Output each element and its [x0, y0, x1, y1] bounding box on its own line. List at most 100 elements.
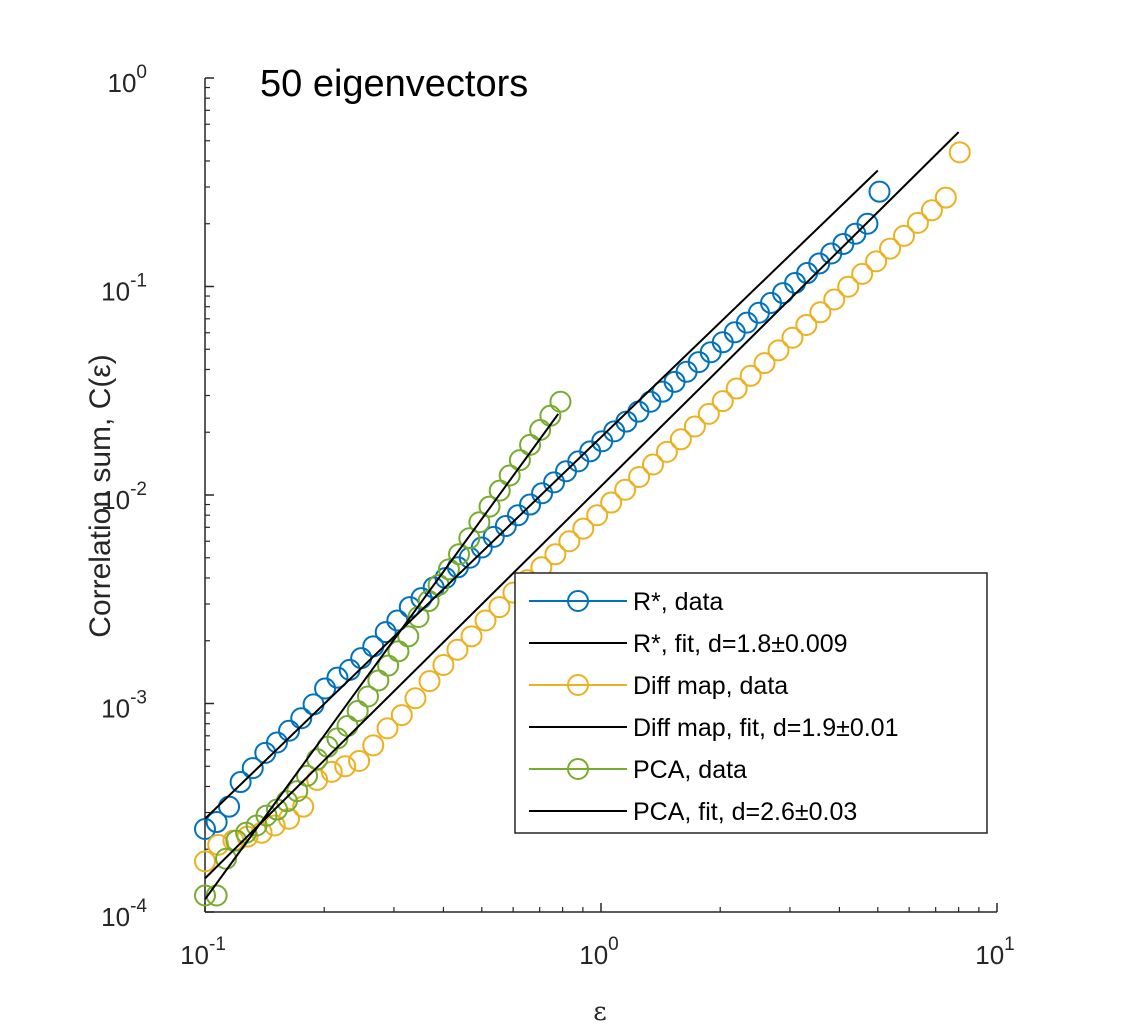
- data-marker: [404, 687, 427, 710]
- legend-label: Diff map, data: [633, 672, 788, 700]
- y-tick-label: 10-4: [101, 896, 147, 932]
- data-marker: [448, 543, 471, 566]
- data-marker: [627, 400, 650, 423]
- data-marker: [194, 884, 216, 907]
- x-tick-label: 101: [975, 934, 1015, 970]
- data-marker: [482, 525, 505, 548]
- data-marker: [350, 647, 373, 670]
- data-marker: [320, 760, 343, 783]
- data-marker: [296, 764, 319, 787]
- data-marker: [334, 755, 357, 778]
- data-marker: [641, 453, 664, 476]
- data-marker: [519, 493, 542, 516]
- data-marker: [290, 707, 313, 730]
- legend-label: Diff map, fit, d=1.9±0.01: [633, 714, 899, 742]
- data-marker: [468, 511, 491, 534]
- data-marker: [367, 669, 390, 692]
- y-axis-label: Correlation sum, C(ε): [84, 354, 117, 637]
- data-marker: [446, 638, 469, 661]
- legend-box: [514, 572, 988, 834]
- y-tick-label: 10-3: [101, 688, 147, 724]
- data-marker: [697, 402, 720, 425]
- data-marker: [519, 433, 542, 456]
- data-marker: [856, 212, 879, 235]
- data-marker: [460, 625, 483, 648]
- data-marker: [543, 471, 566, 494]
- data-marker: [194, 850, 216, 873]
- legend-label: R*, fit, d=1.8±0.009: [633, 630, 848, 658]
- data-marker: [879, 237, 902, 260]
- legend-item: R*, data: [529, 588, 723, 616]
- data-marker: [278, 719, 301, 742]
- data-marker: [488, 596, 511, 619]
- plot-area: [194, 131, 971, 907]
- y-axis-ticks: 10-4 10-3 10-2 10-1 100: [101, 62, 214, 932]
- data-marker: [544, 543, 567, 566]
- data-marker: [397, 625, 420, 648]
- legend-item: PCA, data: [529, 756, 747, 784]
- data-marker: [478, 495, 501, 518]
- data-marker: [711, 390, 734, 413]
- data-marker: [474, 609, 497, 632]
- legend-item: Diff map, fit, d=1.9±0.01: [529, 714, 899, 742]
- x-tick-label: 100: [579, 934, 619, 970]
- data-marker: [558, 530, 581, 553]
- x-axis-ticks: 10-1 100 101: [180, 903, 1015, 970]
- data-marker: [868, 180, 891, 203]
- data-marker: [506, 504, 529, 527]
- data-marker: [628, 465, 651, 488]
- legend-marker: [567, 674, 589, 696]
- data-marker: [314, 677, 337, 700]
- data-marker: [374, 621, 397, 644]
- x-axis-label: ε: [593, 997, 606, 1027]
- fit-line: [204, 413, 560, 900]
- data-marker: [241, 757, 264, 780]
- fit-line: [204, 169, 879, 820]
- data-marker: [753, 352, 776, 375]
- data-marker: [851, 262, 874, 285]
- legend: R*, data R*, fit, d=1.8±0.009 Diff map, da…: [514, 572, 988, 834]
- data-marker: [572, 517, 595, 540]
- data-marker: [948, 141, 971, 164]
- legend-item: R*, fit, d=1.8±0.009: [529, 630, 848, 658]
- data-marker: [326, 666, 349, 689]
- data-marker: [357, 685, 380, 708]
- data-marker: [488, 479, 511, 502]
- legend-item: PCA, fit, d=2.6±0.03: [529, 798, 857, 826]
- y-tick-label: 10-2: [101, 479, 147, 515]
- data-marker: [418, 670, 441, 693]
- data-marker: [205, 811, 228, 834]
- data-marker: [458, 527, 481, 550]
- data-marker: [699, 341, 722, 364]
- data-marker: [600, 491, 623, 514]
- data-marker: [348, 749, 371, 772]
- data-marker: [655, 440, 678, 463]
- data-marker: [432, 653, 455, 676]
- data-marker: [663, 370, 686, 393]
- data-marker: [286, 780, 309, 803]
- data-marker: [920, 199, 943, 222]
- x-tick-label: 10-1: [180, 934, 226, 970]
- data-marker: [892, 224, 915, 247]
- legend-label: R*, data: [633, 588, 723, 616]
- data-marker: [531, 482, 554, 505]
- legend-label: PCA, fit, d=2.6±0.03: [633, 798, 857, 826]
- data-marker: [767, 339, 790, 362]
- data-marker: [865, 250, 888, 273]
- legend-marker: [567, 758, 589, 780]
- data-marker: [377, 654, 400, 677]
- data-marker: [362, 734, 385, 757]
- chart-title: 50 eigenvectors: [260, 63, 528, 105]
- data-marker: [567, 450, 590, 473]
- data-marker: [292, 795, 315, 818]
- data-marker: [498, 464, 521, 487]
- data-marker: [784, 271, 807, 294]
- data-marker: [795, 313, 818, 336]
- data-marker: [494, 515, 517, 538]
- data-marker: [711, 331, 734, 354]
- data-marker: [508, 449, 531, 472]
- legend-item: Diff map, data: [529, 672, 788, 700]
- y-tick-label: 10-1: [101, 271, 147, 307]
- data-marker: [255, 804, 278, 827]
